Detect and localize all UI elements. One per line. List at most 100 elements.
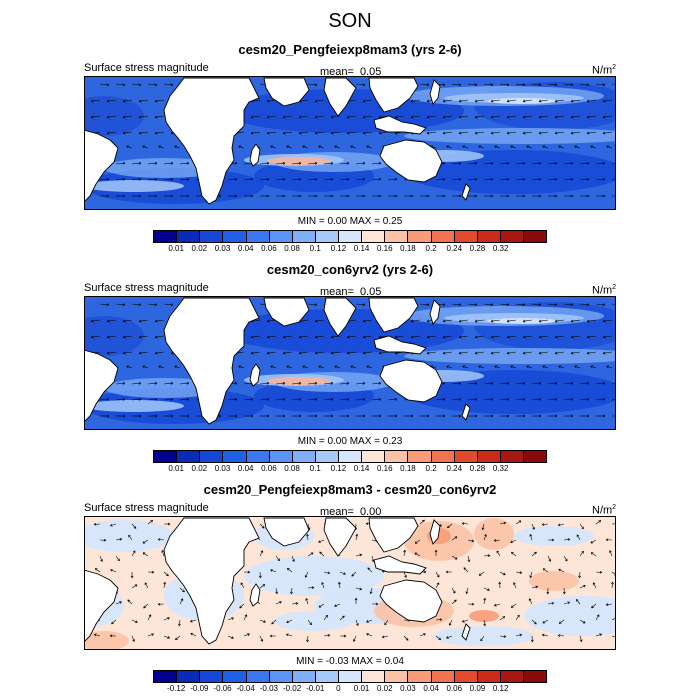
wind-vector-arrow — [490, 335, 501, 338]
wind-vector-arrow — [595, 398, 606, 401]
wind-vector-arrowhead — [161, 550, 165, 553]
wind-vector-arrow — [563, 555, 568, 562]
wind-vector-arrow — [318, 365, 325, 369]
wind-vector-arrow — [499, 522, 506, 525]
wind-vector-arrow — [266, 99, 277, 102]
wind-vector-arrow — [547, 83, 558, 86]
wind-vector-arrowhead — [346, 351, 350, 355]
wind-vector-arrow — [270, 145, 277, 149]
wind-vector-arrow — [163, 582, 166, 589]
wind-vector-arrowhead — [526, 365, 530, 369]
wind-vector-arrow — [466, 587, 469, 594]
wind-vector-arrowhead — [282, 177, 286, 181]
south-america-land — [84, 129, 119, 203]
wind-vector-arrowhead — [490, 303, 494, 307]
map-frame — [84, 296, 616, 430]
wind-vector-arrowhead — [354, 597, 358, 601]
wind-vector-arrow — [463, 567, 469, 573]
wind-vector-arrow — [435, 398, 446, 401]
wind-vector-arrow — [442, 99, 453, 102]
wind-vector-arrow — [286, 619, 293, 623]
wind-vector-arrowhead — [277, 558, 280, 562]
wind-vector-arrowhead — [490, 381, 494, 385]
wind-vector-arrow — [506, 351, 517, 354]
wind-vector-arrowhead — [238, 365, 242, 369]
wind-vector-arrowhead — [554, 381, 558, 385]
wind-vector-arrow — [483, 178, 494, 181]
wind-vector-arrowhead — [279, 601, 282, 604]
wind-vector-arrow — [529, 534, 533, 541]
wind-vector-arrowhead — [314, 319, 318, 323]
wind-vector-arrow — [611, 383, 616, 385]
wind-vector-arrow — [542, 523, 549, 526]
wind-vector-arrow — [586, 335, 597, 338]
panel-1-minmax: MIN = 0.00 MAX = 0.25 — [0, 216, 700, 227]
wind-vector-arrow — [266, 131, 277, 134]
wind-vector-arrow — [282, 351, 293, 354]
wind-vector-arrow — [611, 581, 613, 589]
wind-vector-arrow — [350, 145, 357, 149]
wind-vector-arrowhead — [554, 319, 558, 323]
wind-vector-arrowhead — [314, 99, 318, 103]
wind-vector-arrow — [515, 83, 526, 86]
wind-vector-arrowhead — [458, 335, 462, 339]
colorbar-swatch — [223, 451, 247, 462]
wind-vector-arrowhead — [602, 351, 606, 355]
wind-vector-arrowhead — [442, 381, 446, 385]
wind-vector-arrow — [127, 599, 133, 605]
wind-vector-arrow — [99, 303, 110, 306]
colorbar-tick-label: 0.06 — [446, 684, 463, 693]
wind-vector-arrow — [371, 398, 382, 401]
wind-vector-arrow — [99, 555, 103, 562]
wind-vector-arrow — [161, 550, 165, 557]
wind-vector-arrow — [250, 115, 261, 118]
wind-vector-arrow — [138, 319, 149, 322]
wind-vector-arrow — [131, 303, 142, 306]
wind-vector-arrowhead — [522, 414, 526, 418]
wind-vector-arrowhead — [478, 145, 482, 149]
wind-vector-arrowhead — [506, 319, 510, 323]
colorbar-tick-label: -0.04 — [236, 684, 255, 693]
colorbar-tick-label: 0.02 — [376, 684, 393, 693]
wind-vector-arrow — [499, 616, 506, 621]
wind-vector-arrowhead — [250, 177, 254, 181]
wind-vector-arrowhead — [138, 414, 142, 418]
wind-vector-arrow — [531, 162, 542, 165]
wind-vector-arrowhead — [119, 537, 123, 541]
wind-vector-arrow — [163, 398, 174, 401]
wind-vector-arrow — [394, 115, 405, 118]
wind-vector-arrowhead — [586, 414, 590, 418]
wind-vector-arrow — [99, 83, 110, 86]
wind-vector-arrow — [576, 534, 581, 541]
wind-vector-arrow — [353, 635, 357, 642]
panel-2-max-value: 0.23 — [382, 436, 403, 447]
wind-vector-arrowhead — [282, 414, 286, 418]
wind-vector-arrowhead — [494, 365, 498, 369]
wind-vector-arrow — [271, 619, 277, 625]
wind-vector-arrowhead — [567, 601, 570, 605]
wind-vector-arrow — [499, 303, 510, 306]
japan-land — [429, 519, 441, 545]
wind-vector-arrowhead — [330, 194, 334, 198]
colorbar-swatch — [524, 231, 547, 242]
wind-vector-arrow — [259, 178, 270, 181]
wind-vector-arrow — [259, 584, 266, 589]
colorbar-tick-label: 0.06 — [261, 464, 277, 473]
wind-vector-arrowhead — [502, 572, 506, 576]
wind-vector-arrowhead — [538, 83, 542, 87]
wind-vector-arrow — [334, 365, 341, 369]
wind-vector-arrow — [227, 635, 234, 639]
wind-vector-arrowhead — [334, 145, 338, 149]
wind-vector-arrow — [602, 115, 613, 118]
wind-vector-arrow — [499, 571, 506, 576]
wind-vector-arrow — [542, 365, 549, 369]
wind-vector-arrow — [595, 162, 606, 165]
wind-vector-arrowhead — [586, 397, 590, 401]
wind-vector-arrowhead — [154, 381, 158, 385]
wind-vector-arrowhead — [517, 614, 520, 618]
wind-vector-arrowhead — [541, 633, 545, 637]
wind-vector-arrowhead — [442, 414, 446, 418]
wind-vector-arrowhead — [94, 568, 98, 571]
wind-vector-arrowhead — [474, 99, 478, 103]
wind-vector-arrow — [611, 303, 616, 305]
